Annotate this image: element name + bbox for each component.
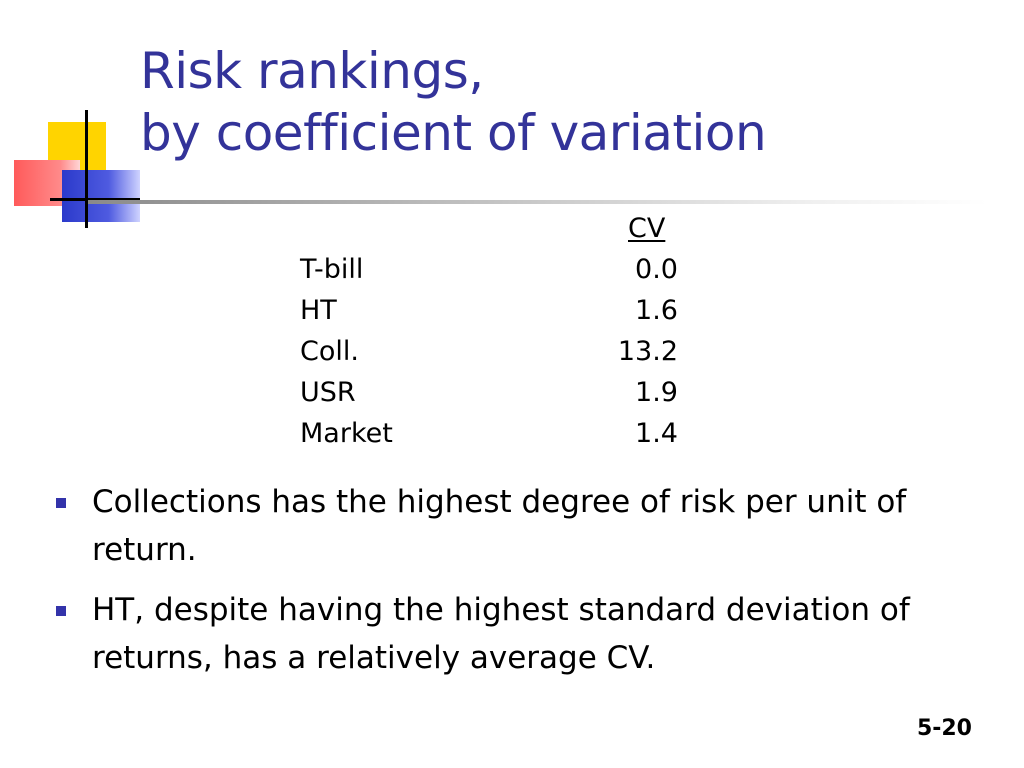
logo-horizontal-line — [50, 198, 140, 201]
row-label: T-bill — [300, 254, 364, 285]
slide-title: Risk rankings, by coefficient of variati… — [140, 40, 767, 164]
list-item: Collections has the highest degree of ri… — [56, 478, 986, 574]
row-value: 13.2 — [617, 336, 678, 367]
slide-title-line-1: Risk rankings, — [140, 42, 484, 100]
table-row: USR 1.9 — [300, 372, 700, 413]
table-row: Market 1.4 — [300, 413, 700, 454]
table-row: HT 1.6 — [300, 290, 700, 331]
row-label: Coll. — [300, 336, 359, 367]
list-item: HT, despite having the highest standard … — [56, 586, 986, 682]
slide-number: 5-20 — [916, 716, 972, 741]
table-row: T-bill 0.0 — [300, 249, 700, 290]
row-value: 1.6 — [635, 295, 678, 326]
slide-title-line-2: by coefficient of variation — [140, 104, 767, 162]
row-value: 0.0 — [635, 254, 678, 285]
bullet-list: Collections has the highest degree of ri… — [56, 478, 986, 694]
row-value: 1.9 — [635, 377, 678, 408]
cv-table: CV T-bill 0.0 HT 1.6 Coll. 13.2 USR 1.9 … — [300, 208, 700, 454]
logo-vertical-line — [85, 110, 88, 228]
square-bullet-icon — [56, 606, 66, 616]
cv-table-header: CV — [300, 208, 700, 249]
row-label: HT — [300, 295, 337, 326]
square-bullet-icon — [56, 498, 66, 508]
row-label: Market — [300, 418, 393, 449]
blue-square-shape — [62, 170, 140, 222]
row-value: 1.4 — [635, 418, 678, 449]
bullet-text: Collections has the highest degree of ri… — [92, 484, 907, 568]
row-label: USR — [300, 377, 356, 408]
cv-column-header: CV — [628, 213, 666, 244]
squares-logo-icon — [0, 0, 160, 240]
table-row: Coll. 13.2 — [300, 331, 700, 372]
bullet-text: HT, despite having the highest standard … — [92, 592, 910, 676]
title-divider — [88, 200, 988, 204]
